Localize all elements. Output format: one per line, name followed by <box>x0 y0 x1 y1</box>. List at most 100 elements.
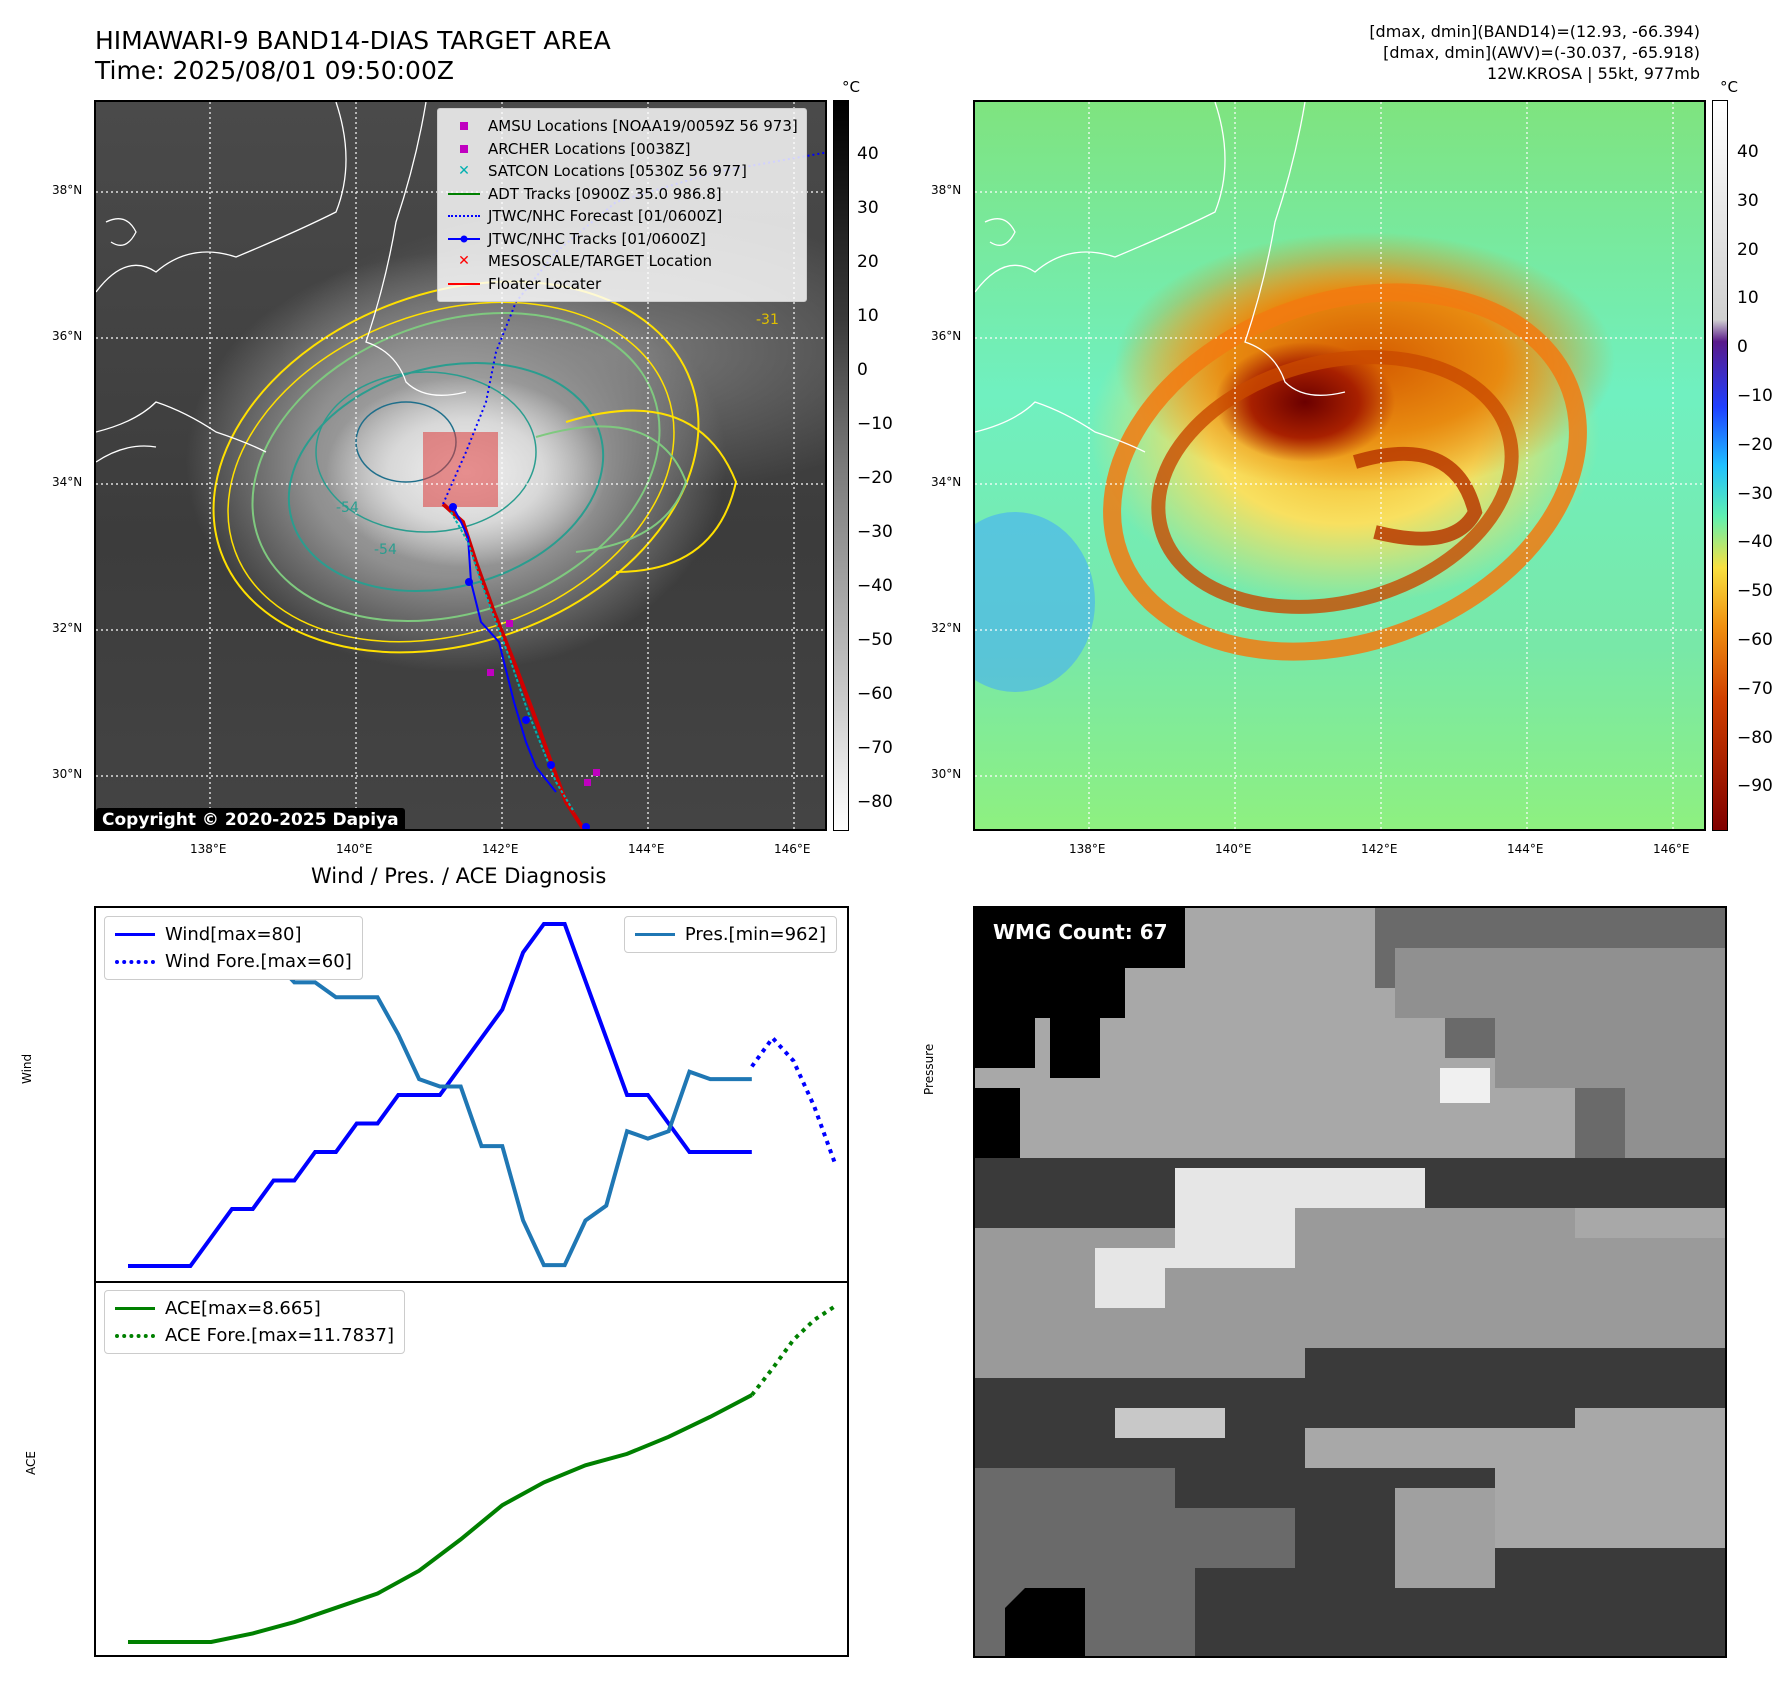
legend-label: ACE[max=8.665] <box>165 1298 321 1319</box>
legend-item: ✕ SATCON Locations [0530Z 56 977] <box>446 160 798 183</box>
ace-line <box>128 1393 753 1644</box>
lon-tick: 140°E <box>1215 842 1252 856</box>
legend-item: ACE Fore.[max=11.7837] <box>115 1322 394 1349</box>
legend-item: AMSU Locations [NOAA19/0059Z 56 973] <box>446 115 798 138</box>
wind-legend: Wind[max=80] Wind Fore.[max=60] <box>104 916 363 980</box>
gray-colorbar-tick: 0 <box>857 360 868 380</box>
color-colorbar-tick: 20 <box>1737 239 1759 260</box>
lon-tick: 146°E <box>1653 842 1690 856</box>
color-colorbar-tick: 40 <box>1737 142 1759 162</box>
pressure-legend: Pres.[min=962] <box>623 916 837 953</box>
ace-forecast-line <box>750 1304 837 1397</box>
info-band14-range: [dmax, dmin](BAND14)=(12.93, -66.394) <box>1369 22 1700 41</box>
legend-item: Pres.[min=962] <box>634 921 826 948</box>
color-colorbar-tick: 30 <box>1737 190 1759 211</box>
color-map-panel <box>973 100 1706 831</box>
ace-legend: ACE[max=8.665] ACE Fore.[max=11.7837] <box>104 1290 405 1354</box>
legend-item: JTWC/NHC Tracks [01/0600Z] <box>446 228 798 251</box>
info-storm: 12W.KROSA | 55kt, 977mb <box>1487 64 1700 83</box>
legend-label: ADT Tracks [0900Z 35.0 986.8] <box>488 184 722 203</box>
legend-label: Pres.[min=962] <box>684 924 826 945</box>
color-colorbar-tick: 0 <box>1737 337 1748 358</box>
lat-tick: 38°N <box>52 183 83 197</box>
pressure-axis-label: Pressure <box>922 1043 936 1095</box>
gray-colorbar-tick: 40 <box>857 144 879 164</box>
diagnosis-title: Wind / Pres. / ACE Diagnosis <box>311 864 607 888</box>
ace-axis-label: ACE <box>24 1451 38 1475</box>
colorbar-unit: °C <box>842 78 860 96</box>
legend-label: Wind Fore.[max=60] <box>165 951 352 972</box>
legend-label: Floater Locater <box>488 274 602 293</box>
copyright-badge: Copyright © 2020-2025 Dapiya <box>96 808 405 829</box>
contour-label: -54 <box>336 500 359 516</box>
gray-colorbar-tick: −60 <box>857 684 893 704</box>
legend-label: JTWC/NHC Tracks [01/0600Z] <box>488 229 706 248</box>
ir-map-panel: -54 -54 -31 AMSU Locations [NOAA19/0059Z… <box>94 100 827 831</box>
lon-tick: 140°E <box>336 842 373 856</box>
legend-label: ACE Fore.[max=11.7837] <box>165 1325 394 1346</box>
lon-tick: 142°E <box>482 842 519 856</box>
color-colorbar-tick: −70 <box>1737 678 1773 699</box>
legend-label: AMSU Locations [NOAA19/0059Z 56 973] <box>488 117 798 135</box>
lon-tick: 146°E <box>774 842 811 856</box>
color-colorbar-tick: −40 <box>1737 532 1773 553</box>
legend-label: ARCHER Locations [0038Z] <box>488 139 691 158</box>
legend-label: SATCON Locations [0530Z 56 977] <box>488 162 747 180</box>
wind-line <box>128 922 752 1268</box>
legend-item: ADT Tracks [0900Z 35.0 986.8] <box>446 183 798 206</box>
wmg-count-badge: WMG Count: 67 <box>985 916 1176 948</box>
wind-forecast-line <box>750 1034 837 1165</box>
color-colorbar-tick: −80 <box>1737 727 1773 748</box>
color-colorbar-tick: −90 <box>1737 776 1773 797</box>
lon-tick: 142°E <box>1361 842 1398 856</box>
wmg-panel: WMG Count: 67 <box>973 906 1727 1658</box>
lon-tick: 138°E <box>1069 842 1106 856</box>
contour-label: -54 <box>374 542 397 558</box>
lon-tick: 144°E <box>628 842 665 856</box>
lat-tick: 30°N <box>52 767 83 781</box>
colorbar-unit: °C <box>1720 78 1738 96</box>
info-awv-range: [dmax, dmin](AWV)=(-30.037, -65.918) <box>1383 43 1700 62</box>
gray-colorbar-tick: −40 <box>857 576 893 596</box>
lat-tick: 32°N <box>52 621 83 635</box>
lat-tick: 36°N <box>931 329 962 343</box>
gray-colorbar-tick: 20 <box>857 252 879 272</box>
gray-colorbar-tick: 10 <box>857 306 879 326</box>
gray-colorbar-tick: −20 <box>857 468 893 488</box>
diagnosis-chart: 807060504030201000990980970960121086420 … <box>94 906 849 1658</box>
gray-colorbar-tick: −70 <box>857 738 893 758</box>
legend-item: Wind Fore.[max=60] <box>115 948 352 975</box>
lon-tick: 144°E <box>1507 842 1544 856</box>
lat-tick: 30°N <box>931 767 962 781</box>
gray-colorbar <box>833 100 849 831</box>
lat-tick: 38°N <box>931 183 962 197</box>
lat-tick: 34°N <box>931 475 962 489</box>
legend-item: ARCHER Locations [0038Z] <box>446 138 798 161</box>
lat-tick: 34°N <box>52 475 83 489</box>
gray-colorbar-tick: −10 <box>857 414 893 434</box>
color-colorbar <box>1712 100 1728 831</box>
color-colorbar-tick: −20 <box>1737 434 1773 455</box>
figure-title: HIMAWARI-9 BAND14-DIAS TARGET AREA <box>95 26 611 55</box>
legend-label: MESOSCALE/TARGET Location <box>488 252 713 270</box>
gray-colorbar-tick: 30 <box>857 198 879 218</box>
gray-colorbar-tick: −30 <box>857 522 893 542</box>
legend-item: JTWC/NHC Forecast [01/0600Z] <box>446 205 798 228</box>
wind-axis-label: Wind <box>20 1053 34 1084</box>
color-colorbar-tick: −30 <box>1737 483 1773 504</box>
legend-label: Wind[max=80] <box>165 924 302 945</box>
legend-item: ✕ MESOSCALE/TARGET Location <box>446 250 798 273</box>
lat-tick: 32°N <box>931 621 962 635</box>
legend-item: ACE[max=8.665] <box>115 1295 394 1322</box>
gray-colorbar-tick: −50 <box>857 630 893 650</box>
color-colorbar-tick: −50 <box>1737 581 1773 602</box>
figure-time: Time: 2025/08/01 09:50:00Z <box>95 56 454 85</box>
legend-label: JTWC/NHC Forecast [01/0600Z] <box>488 207 723 225</box>
gray-colorbar-tick: −80 <box>857 792 893 812</box>
lat-tick: 36°N <box>52 329 83 343</box>
color-colorbar-tick: 10 <box>1737 288 1759 309</box>
legend-item: Wind[max=80] <box>115 921 352 948</box>
lon-tick: 138°E <box>190 842 227 856</box>
color-colorbar-tick: −60 <box>1737 630 1773 650</box>
map-legend: AMSU Locations [NOAA19/0059Z 56 973] ARC… <box>437 108 807 302</box>
